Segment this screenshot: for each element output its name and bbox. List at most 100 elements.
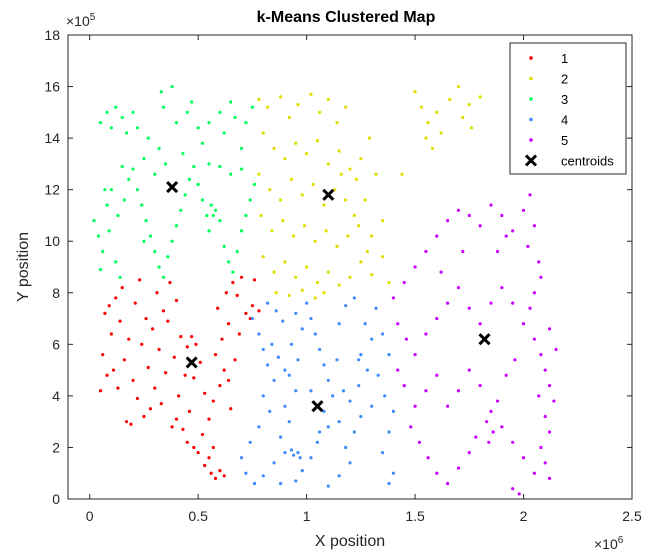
cluster-3-point <box>207 162 211 166</box>
cluster-1-point <box>213 353 218 357</box>
cluster-5-point <box>446 481 450 486</box>
x-tick-label: 0 <box>86 508 94 524</box>
cluster-1-point <box>239 275 244 279</box>
cluster-1-point <box>177 394 181 398</box>
cluster-4-point <box>359 414 363 419</box>
y-tick-label: 16 <box>44 79 60 95</box>
cluster-3-point <box>105 203 109 207</box>
cluster-2-point <box>367 136 372 140</box>
cluster-2-point <box>335 244 339 248</box>
cluster-1-point <box>164 371 168 375</box>
cluster-1-point <box>142 414 146 419</box>
cluster-4-point <box>344 304 348 308</box>
legend-item: 5 <box>529 133 568 148</box>
cluster-4-point <box>294 479 298 483</box>
cluster-5-point <box>532 471 536 475</box>
y-tick-label: 18 <box>44 27 60 43</box>
cluster-5-point <box>446 301 450 305</box>
y-tick-label: 4 <box>52 388 60 404</box>
cluster-1-point <box>200 432 205 437</box>
cluster-4-point <box>305 301 309 305</box>
cluster-3-point <box>114 260 118 264</box>
x-tick-label: 1 <box>303 508 311 524</box>
cluster-2-point <box>324 229 328 233</box>
cluster-4-point <box>337 474 341 478</box>
y-tick-label: 10 <box>44 233 60 249</box>
cluster-5-point <box>528 193 532 197</box>
cluster-1-point <box>185 345 189 349</box>
cluster-3-point <box>161 275 166 279</box>
cluster-1-point <box>131 378 135 383</box>
cluster-4-point <box>296 451 300 455</box>
cluster-3-point <box>183 193 187 197</box>
cluster-2-point <box>296 103 300 107</box>
cluster-4-point <box>315 440 320 444</box>
cluster-4-point <box>391 409 395 413</box>
cluster-4-point <box>374 306 378 310</box>
cluster-1-point <box>98 389 103 393</box>
cluster-5-point <box>547 430 552 434</box>
cluster-3-point <box>200 198 205 202</box>
cluster-1-point <box>120 286 124 290</box>
cluster-2-point <box>400 172 404 176</box>
cluster-5-point <box>537 394 541 398</box>
cluster-1-point <box>146 365 150 370</box>
cluster-2-point <box>257 172 261 176</box>
cluster-1-point <box>144 316 148 321</box>
cluster-3-point <box>233 115 237 120</box>
x-exponent-label: ×106 <box>594 535 624 552</box>
cluster-2-point <box>374 172 378 176</box>
cluster-3-point <box>109 126 113 130</box>
cluster-3-point <box>96 234 100 238</box>
cluster-2-point <box>278 198 283 202</box>
cluster-5-point <box>547 383 552 388</box>
cluster-1-point <box>196 451 200 455</box>
cluster-3-point <box>235 249 239 254</box>
y-exponent-label: ×105 <box>66 12 96 29</box>
cluster-1-point <box>209 471 213 475</box>
cluster-3-point <box>124 131 129 135</box>
cluster-4-point <box>335 358 339 362</box>
cluster-3-point <box>205 213 209 218</box>
cluster-1-point <box>166 319 170 323</box>
cluster-4-point <box>309 316 313 321</box>
cluster-1-point <box>148 407 153 411</box>
cluster-4-point <box>344 445 348 450</box>
cluster-3-point <box>114 105 118 109</box>
cluster-2-point <box>259 213 263 218</box>
cluster-1-point <box>257 309 261 313</box>
cluster-4-point <box>391 471 395 475</box>
cluster-3-point <box>187 177 192 181</box>
cluster-4-point <box>276 355 281 359</box>
cluster-4-point <box>318 347 322 352</box>
cluster-5-point <box>446 219 450 223</box>
cluster-2-point <box>318 110 322 114</box>
cluster-1-point <box>157 347 161 352</box>
cluster-1-point <box>233 358 237 362</box>
cluster-5-point <box>402 280 406 285</box>
cluster-5-point <box>435 234 439 238</box>
centroid-marker <box>166 181 179 194</box>
cluster-5-point <box>547 327 552 331</box>
cluster-1-point <box>207 456 211 460</box>
cluster-3-point <box>170 84 174 89</box>
cluster-4-point <box>331 394 335 398</box>
cluster-5-point <box>456 466 461 470</box>
y-axis-title: Y position <box>15 232 32 302</box>
legend-box <box>509 42 627 175</box>
cluster-2-point <box>357 224 361 228</box>
cluster-3-point <box>248 198 252 202</box>
cluster-4-point <box>370 404 374 408</box>
cluster-5-point <box>467 213 471 218</box>
cluster-5-point <box>478 224 482 228</box>
cluster-4-point <box>300 327 304 331</box>
legend-label: 2 <box>561 72 568 87</box>
cluster-3-point <box>118 275 122 279</box>
cluster-3-point <box>131 167 135 171</box>
cluster-2-point <box>302 224 307 228</box>
cluster-3-point <box>153 249 157 254</box>
cluster-4-point <box>298 456 302 460</box>
x-tick-label: 2 <box>520 508 528 524</box>
cluster-4-point <box>337 322 341 326</box>
cluster-3-point <box>140 203 144 207</box>
